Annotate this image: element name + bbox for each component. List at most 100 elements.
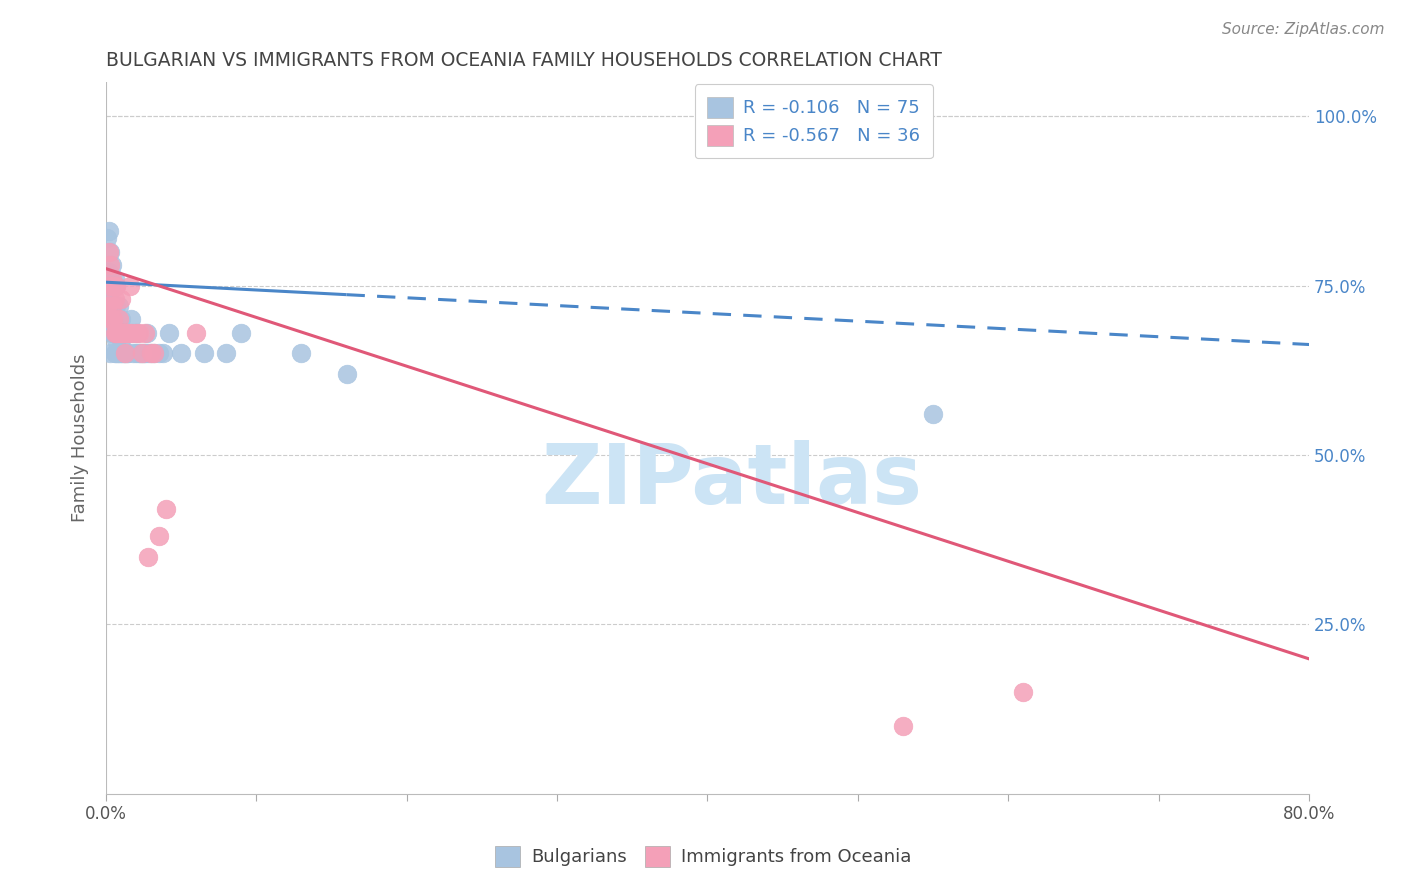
Point [97, 224, 120, 238]
Point [96, 231, 118, 245]
Point [100, 312, 122, 326]
Point [136, 549, 159, 564]
Point [117, 326, 139, 340]
Point [96, 299, 118, 313]
Point [131, 346, 153, 360]
Point [103, 326, 125, 340]
Point [97, 278, 120, 293]
Point [107, 326, 129, 340]
Point [125, 346, 148, 360]
Point [105, 299, 128, 313]
Point [103, 278, 125, 293]
Point [111, 326, 134, 340]
Point [105, 333, 128, 347]
Point [101, 258, 124, 272]
Point [105, 346, 128, 360]
Point [231, 326, 253, 340]
Point [1012, 685, 1035, 699]
Point [117, 346, 139, 360]
Point [101, 299, 124, 313]
Point [103, 299, 125, 313]
Point [108, 346, 131, 360]
Point [290, 346, 312, 360]
Point [96, 299, 118, 313]
Point [104, 272, 127, 286]
Point [101, 272, 124, 286]
Point [96, 285, 118, 300]
Point [108, 312, 131, 326]
Point [104, 326, 127, 340]
Point [104, 346, 127, 360]
Point [134, 346, 156, 360]
Point [97, 278, 120, 293]
Y-axis label: Family Households: Family Households [72, 354, 89, 522]
Point [112, 346, 135, 360]
Point [100, 272, 122, 286]
Point [125, 326, 148, 340]
Point [100, 244, 122, 259]
Point [128, 346, 150, 360]
Point [96, 272, 118, 286]
Point [104, 326, 127, 340]
Point [100, 285, 122, 300]
Point [136, 346, 159, 360]
Point [104, 299, 127, 313]
Point [155, 502, 177, 516]
Point [121, 312, 143, 326]
Point [101, 312, 124, 326]
Point [97, 299, 120, 313]
Point [104, 312, 127, 326]
Point [170, 346, 193, 360]
Point [107, 346, 129, 360]
Point [186, 326, 208, 340]
Point [112, 326, 135, 340]
Point [143, 346, 166, 360]
Point [132, 346, 155, 360]
Point [104, 292, 127, 306]
Point [107, 312, 129, 326]
Point [118, 326, 141, 340]
Point [128, 326, 150, 340]
Point [110, 346, 132, 360]
Point [891, 719, 914, 733]
Text: Source: ZipAtlas.com: Source: ZipAtlas.com [1222, 22, 1385, 37]
Point [103, 278, 125, 293]
Point [134, 326, 156, 340]
Point [100, 299, 122, 313]
Point [193, 346, 215, 360]
Point [121, 326, 143, 340]
Point [111, 346, 134, 360]
Point [103, 312, 125, 326]
Point [101, 326, 124, 340]
Point [148, 346, 170, 360]
Point [97, 244, 120, 259]
Point [101, 299, 124, 313]
Text: ZIPatlas: ZIPatlas [541, 440, 922, 521]
Point [215, 346, 238, 360]
Point [100, 312, 122, 326]
Point [100, 258, 122, 272]
Point [105, 312, 128, 326]
Point [97, 312, 120, 326]
Point [127, 326, 149, 340]
Point [152, 346, 174, 360]
Point [115, 346, 138, 360]
Point [122, 346, 145, 360]
Point [139, 346, 162, 360]
Point [335, 367, 357, 381]
Point [124, 326, 146, 340]
Legend: R = -0.106   N = 75, R = -0.567   N = 36: R = -0.106 N = 75, R = -0.567 N = 36 [695, 84, 934, 159]
Point [135, 326, 157, 340]
Point [139, 346, 162, 360]
Point [114, 346, 136, 360]
Point [131, 346, 153, 360]
Point [148, 529, 170, 543]
Point [129, 346, 152, 360]
Legend: Bulgarians, Immigrants from Oceania: Bulgarians, Immigrants from Oceania [488, 838, 918, 874]
Point [105, 326, 128, 340]
Text: BULGARIAN VS IMMIGRANTS FROM OCEANIA FAMILY HOUSEHOLDS CORRELATION CHART: BULGARIAN VS IMMIGRANTS FROM OCEANIA FAM… [105, 51, 942, 70]
Point [97, 265, 120, 279]
Point [103, 312, 125, 326]
Point [112, 326, 135, 340]
Point [157, 326, 180, 340]
